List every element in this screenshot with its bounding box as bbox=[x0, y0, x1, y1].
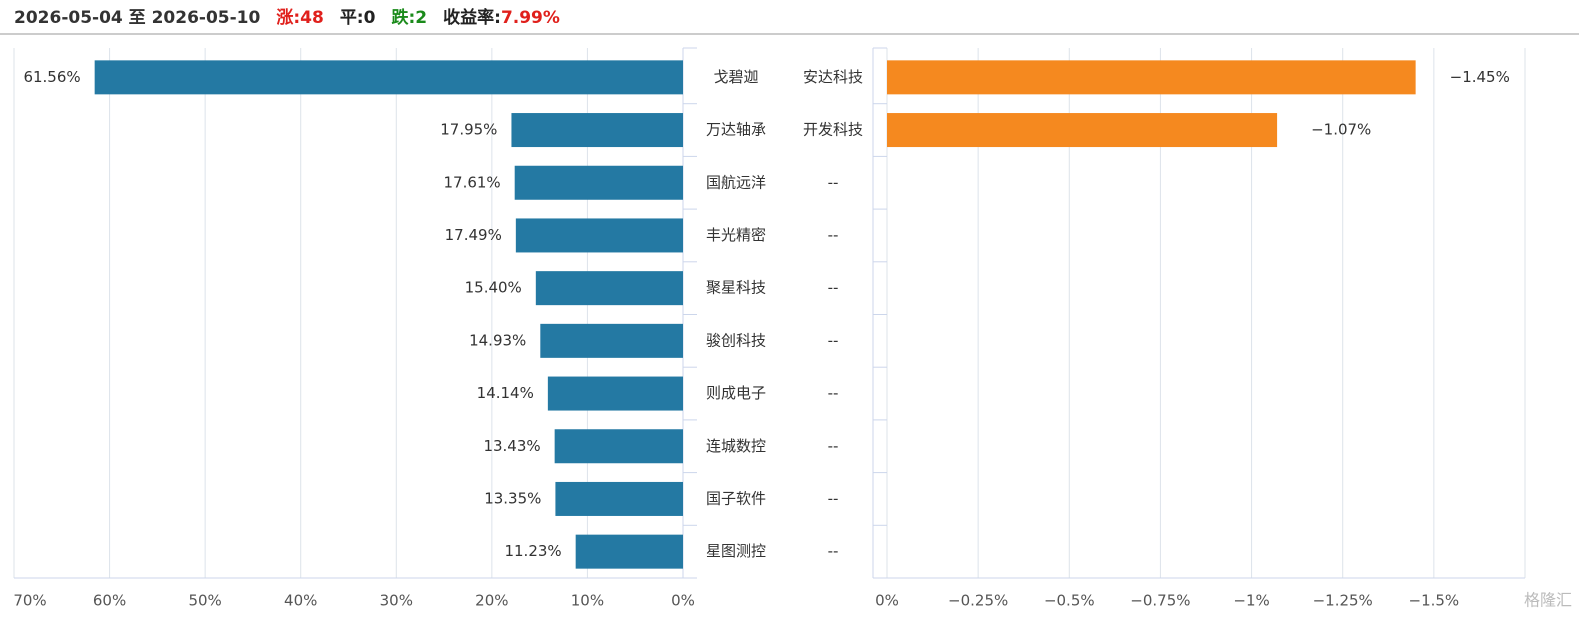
bar bbox=[94, 60, 683, 95]
x-tick-label: 30% bbox=[380, 592, 413, 610]
bar bbox=[540, 323, 683, 358]
value-label: 14.14% bbox=[477, 384, 534, 402]
bar bbox=[887, 60, 1416, 95]
category-label: 开发科技 bbox=[803, 121, 863, 139]
x-tick-label: 10% bbox=[571, 592, 604, 610]
category-label: 安达科技 bbox=[803, 68, 863, 86]
x-tick-label: −1% bbox=[1233, 592, 1269, 610]
category-label: -- bbox=[828, 331, 839, 349]
bar bbox=[515, 218, 683, 253]
bar bbox=[535, 271, 683, 306]
bar bbox=[547, 376, 683, 411]
value-label: 14.93% bbox=[469, 331, 526, 349]
category-label: -- bbox=[828, 437, 839, 455]
category-label: -- bbox=[828, 542, 839, 560]
x-tick-label: 70% bbox=[13, 592, 46, 610]
stat-value: 7.99% bbox=[501, 8, 560, 28]
bar bbox=[511, 113, 683, 148]
category-label: 丰光精密 bbox=[706, 226, 766, 244]
category-label: -- bbox=[828, 384, 839, 402]
x-tick-label: 0% bbox=[875, 592, 899, 610]
category-label: 骏创科技 bbox=[706, 331, 766, 349]
value-label: 13.43% bbox=[483, 437, 540, 455]
category-label: 聚星科技 bbox=[706, 279, 766, 297]
stat-value: 2 bbox=[415, 8, 427, 28]
x-tick-label: 20% bbox=[475, 592, 508, 610]
value-label: −1.07% bbox=[1311, 121, 1371, 139]
category-label: 连城数控 bbox=[706, 437, 766, 455]
value-label: 11.23% bbox=[504, 542, 561, 560]
x-tick-label: −1.5% bbox=[1409, 592, 1460, 610]
stat-value: 48 bbox=[300, 8, 324, 28]
stat-value: 0 bbox=[364, 8, 376, 28]
category-label: -- bbox=[828, 279, 839, 297]
category-label: 万达轴承 bbox=[706, 121, 766, 139]
watermark: 格隆汇 bbox=[1524, 591, 1572, 610]
category-label: 则成电子 bbox=[706, 384, 766, 402]
x-tick-label: 60% bbox=[93, 592, 126, 610]
category-label: -- bbox=[828, 489, 839, 507]
bar bbox=[554, 429, 683, 464]
value-label: 61.56% bbox=[23, 68, 80, 86]
value-label: 15.40% bbox=[465, 279, 522, 297]
category-label: 戈碧迦 bbox=[713, 68, 758, 86]
x-tick-label: 50% bbox=[188, 592, 221, 610]
x-tick-label: −0.25% bbox=[948, 592, 1008, 610]
bar bbox=[887, 113, 1278, 148]
value-label: 17.61% bbox=[443, 173, 500, 191]
value-label: −1.45% bbox=[1450, 68, 1510, 86]
x-tick-label: −0.75% bbox=[1130, 592, 1190, 610]
x-tick-label: −0.5% bbox=[1044, 592, 1095, 610]
x-tick-label: 40% bbox=[284, 592, 317, 610]
value-label: 17.49% bbox=[445, 226, 502, 244]
category-label: -- bbox=[828, 226, 839, 244]
value-label: 17.95% bbox=[440, 121, 497, 139]
x-tick-label: −1.25% bbox=[1313, 592, 1373, 610]
x-tick-label: 0% bbox=[671, 592, 695, 610]
bar bbox=[555, 481, 683, 516]
category-label: 星图测控 bbox=[706, 542, 766, 560]
bar bbox=[514, 165, 683, 200]
stat-label: 收益率: bbox=[443, 7, 501, 28]
value-label: 13.35% bbox=[484, 489, 541, 507]
bar bbox=[575, 534, 683, 569]
category-label: 国航远洋 bbox=[706, 173, 766, 191]
stat-label: 跌: bbox=[391, 8, 415, 28]
date-range: 2026-05-04 至 2026-05-10 bbox=[14, 8, 260, 28]
category-label: 国子软件 bbox=[706, 489, 766, 507]
stat-label: 平: bbox=[340, 8, 364, 28]
stat-label: 涨: bbox=[276, 8, 300, 28]
category-label: -- bbox=[828, 173, 839, 191]
